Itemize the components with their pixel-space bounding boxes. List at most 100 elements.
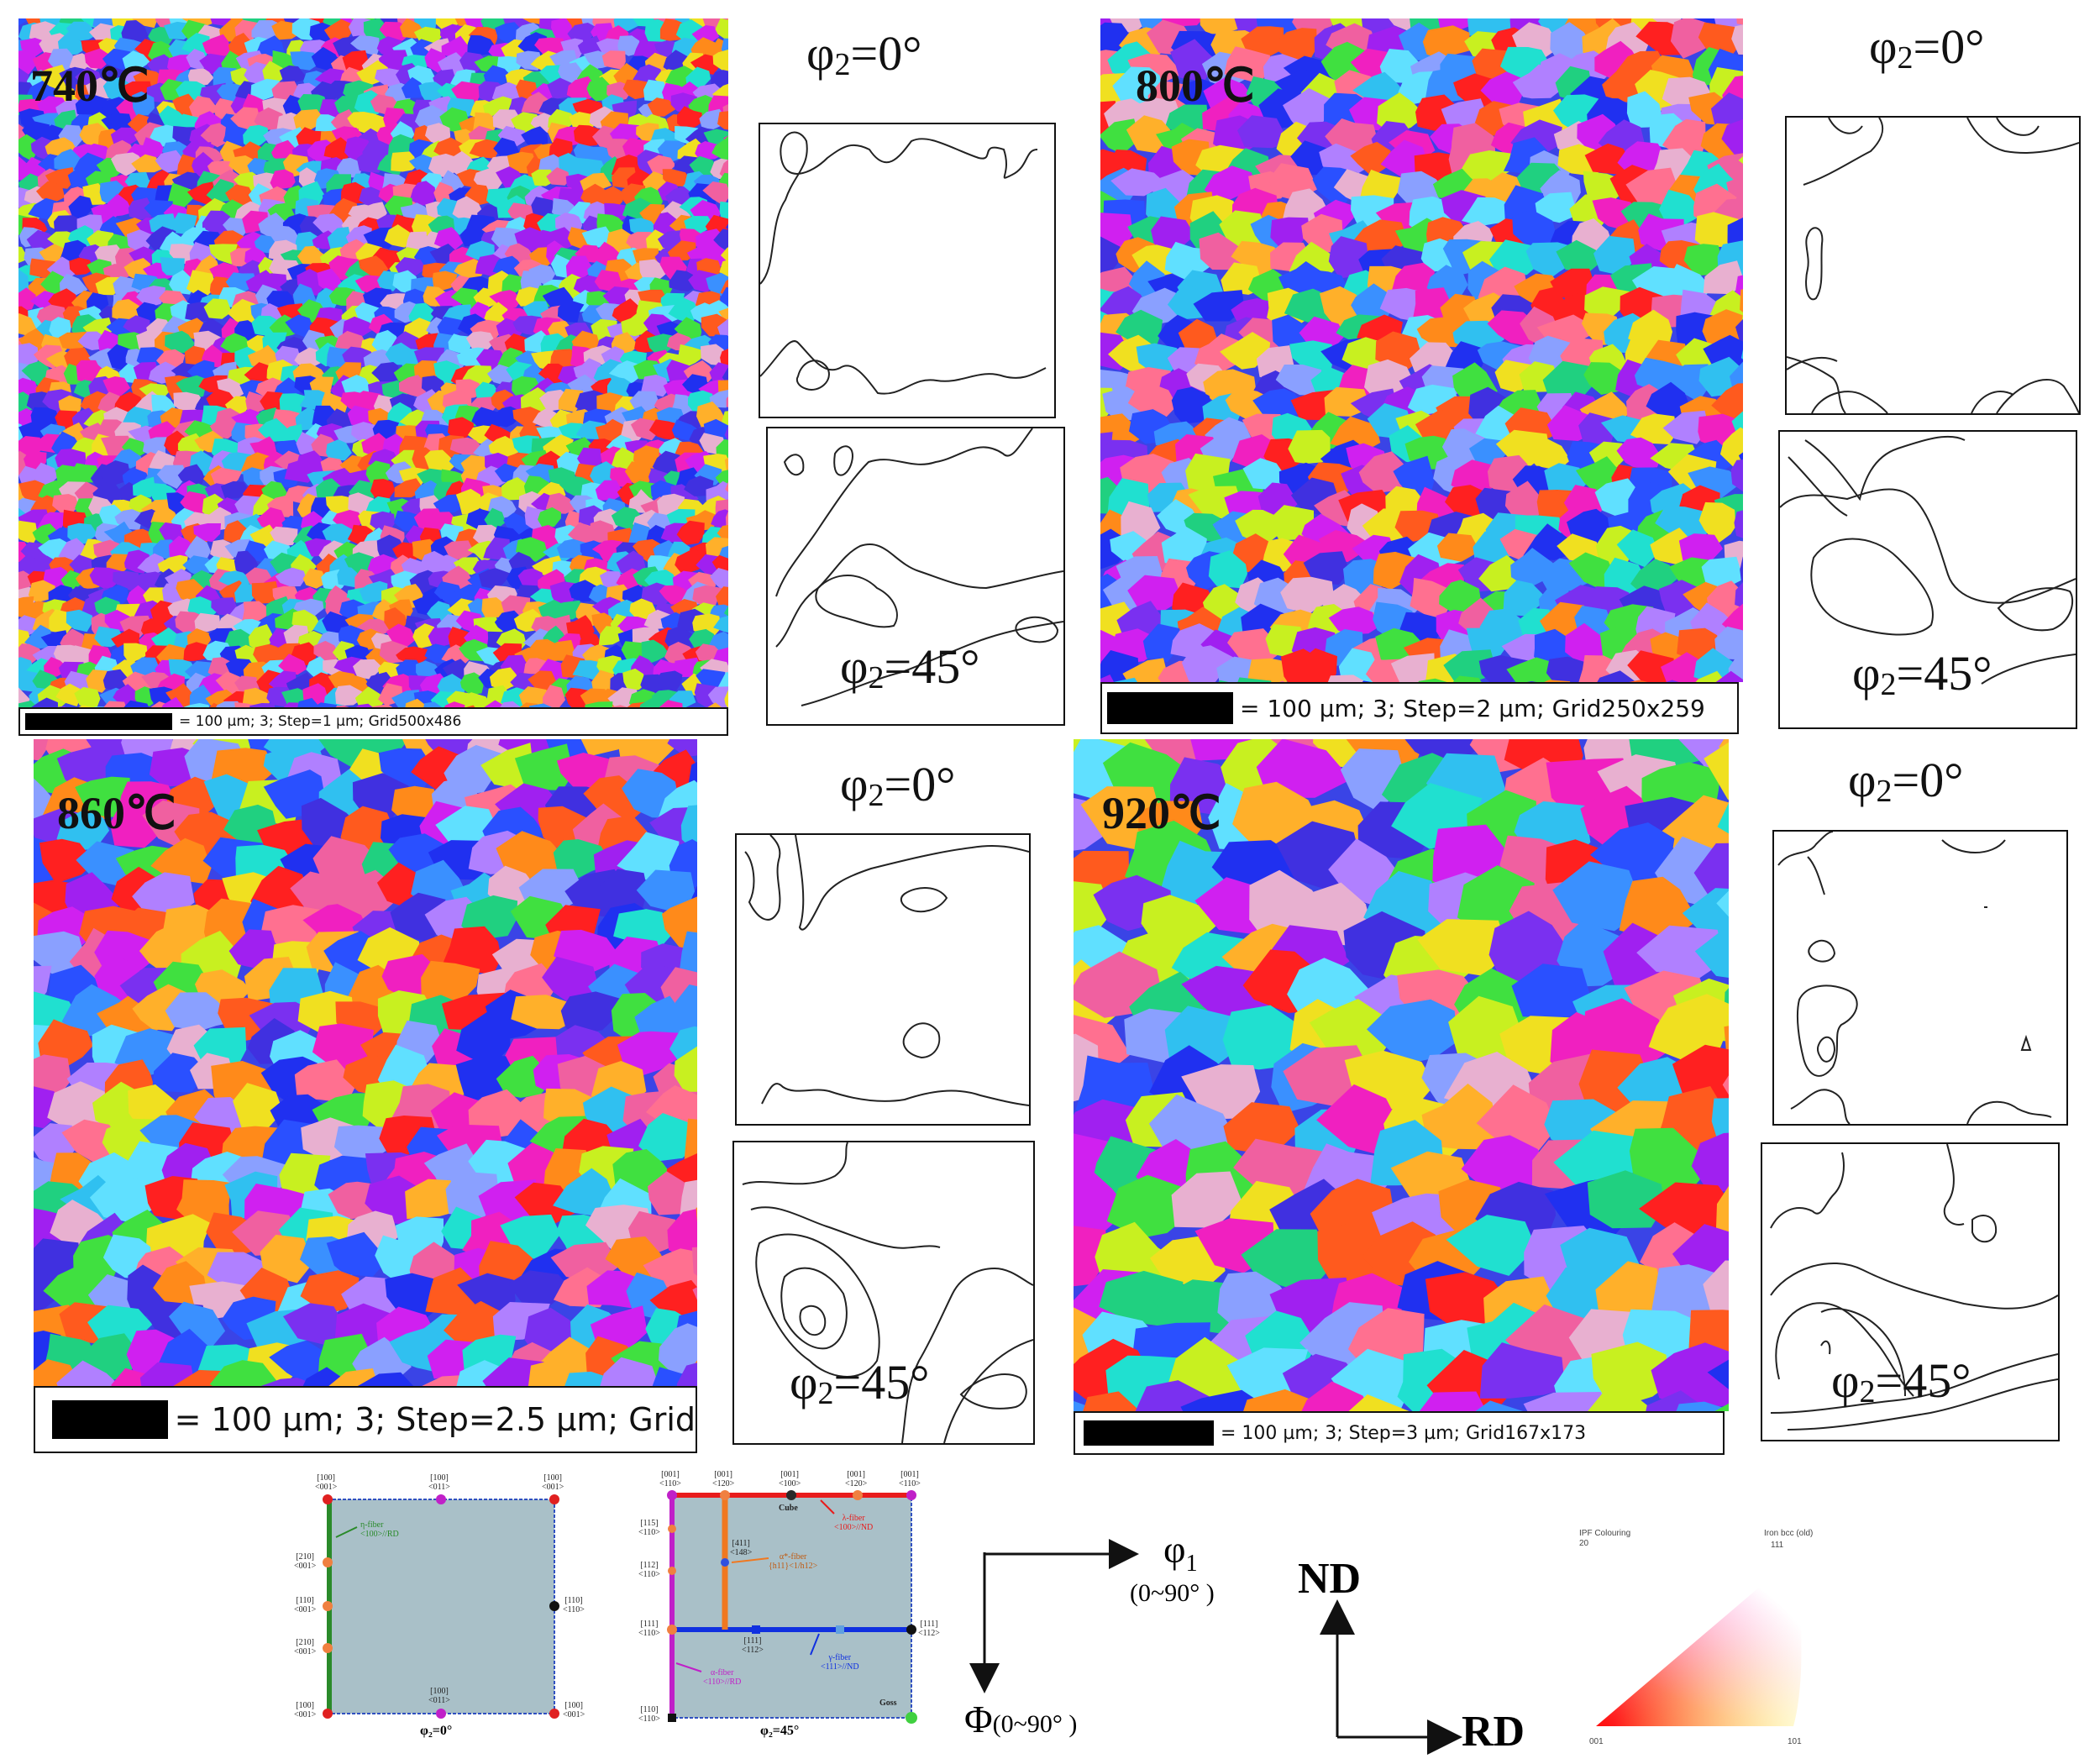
grain (1716, 890, 1729, 917)
grain (160, 256, 185, 276)
grain (717, 111, 728, 130)
odf-contours (1786, 117, 2080, 414)
grain (225, 628, 256, 652)
temperature-label-740: 740℃ (30, 60, 150, 111)
grain (1678, 533, 1723, 564)
grain (209, 1360, 278, 1386)
grain (132, 18, 159, 29)
odf-label-920-phi2-0: φ2=0° (1848, 753, 1964, 809)
grain (127, 229, 154, 252)
scale-bar-860: = 100 µm; 3; Step=2.5 µm; Grid (34, 1386, 697, 1453)
scale-bar-block (1107, 692, 1233, 724)
grain (372, 704, 393, 707)
grain (709, 390, 728, 408)
grain (702, 181, 728, 206)
grain (355, 703, 373, 707)
grain (418, 81, 446, 103)
ipf-triangle (1596, 1558, 1802, 1726)
grain (1327, 675, 1364, 682)
grain (1171, 1171, 1243, 1228)
odf-section-920-phi2-0 (1772, 830, 2068, 1126)
grain (455, 488, 481, 515)
grain (1595, 1261, 1666, 1320)
grain (250, 78, 284, 101)
grain (208, 244, 238, 265)
grain (215, 671, 248, 698)
grain (228, 155, 255, 176)
grain (658, 1323, 697, 1378)
grain (31, 697, 59, 707)
grain (1178, 318, 1219, 352)
grain (181, 33, 210, 57)
grain (716, 586, 728, 606)
grain (1682, 888, 1729, 940)
grain (473, 287, 504, 307)
grain (1194, 333, 1246, 374)
grain (516, 79, 538, 101)
grain (1410, 577, 1453, 618)
grain (202, 34, 232, 60)
ipf-title: IPF Colouring (1579, 1529, 1631, 1538)
grain (1695, 670, 1725, 682)
grain (1100, 213, 1133, 249)
scale-bar-920: = 100 µm; 3; Step=3 µm; Grid167x173 (1074, 1411, 1725, 1455)
grain (553, 1168, 614, 1218)
grain (132, 91, 155, 116)
grain (102, 376, 131, 396)
grain (1735, 581, 1743, 608)
grain (667, 1209, 697, 1257)
grain (1587, 1170, 1665, 1229)
odf-section-800-phi2-45 (1778, 430, 2077, 729)
grain (262, 60, 285, 82)
grain (489, 290, 522, 312)
grain (1243, 1389, 1322, 1411)
grain (1328, 236, 1370, 279)
grain (511, 995, 577, 1030)
grain (443, 926, 501, 974)
grain (409, 181, 436, 206)
grain (528, 703, 553, 707)
grain (165, 992, 237, 1032)
grain (1113, 677, 1138, 682)
grain (1629, 680, 1648, 682)
grain (1672, 1044, 1729, 1103)
grain (1358, 451, 1413, 493)
grain (1237, 115, 1289, 149)
grain (1421, 1084, 1499, 1150)
grain (1651, 1342, 1729, 1410)
grain (465, 705, 475, 707)
lambda-fiber-label: λ-fiber <100>//ND (834, 1514, 874, 1532)
grain (719, 260, 728, 277)
grain (1116, 309, 1163, 349)
grain (1694, 925, 1729, 978)
grain (18, 156, 46, 179)
grain (585, 701, 613, 707)
grain (1419, 1391, 1487, 1411)
grain (132, 476, 155, 498)
grain (206, 179, 234, 202)
grain (601, 50, 626, 70)
nd-label: ND (1298, 1555, 1362, 1603)
grain (551, 18, 573, 41)
grain (290, 51, 318, 71)
odf-contours (759, 131, 1047, 395)
grain (56, 810, 110, 851)
grain (270, 169, 296, 190)
grain (297, 697, 318, 707)
grain (676, 1362, 697, 1386)
grain (668, 297, 700, 324)
grain (1740, 349, 1743, 360)
grain (433, 227, 464, 250)
grain (707, 702, 722, 707)
grain (1703, 260, 1743, 295)
grain (680, 931, 697, 974)
grain (1231, 240, 1286, 279)
grain (1289, 340, 1333, 374)
grain (171, 171, 205, 190)
grain (1149, 170, 1196, 214)
grain (1510, 548, 1562, 589)
grain (149, 686, 173, 707)
grain (1584, 286, 1630, 322)
grain-texture (34, 739, 697, 1386)
grain (1546, 656, 1588, 682)
